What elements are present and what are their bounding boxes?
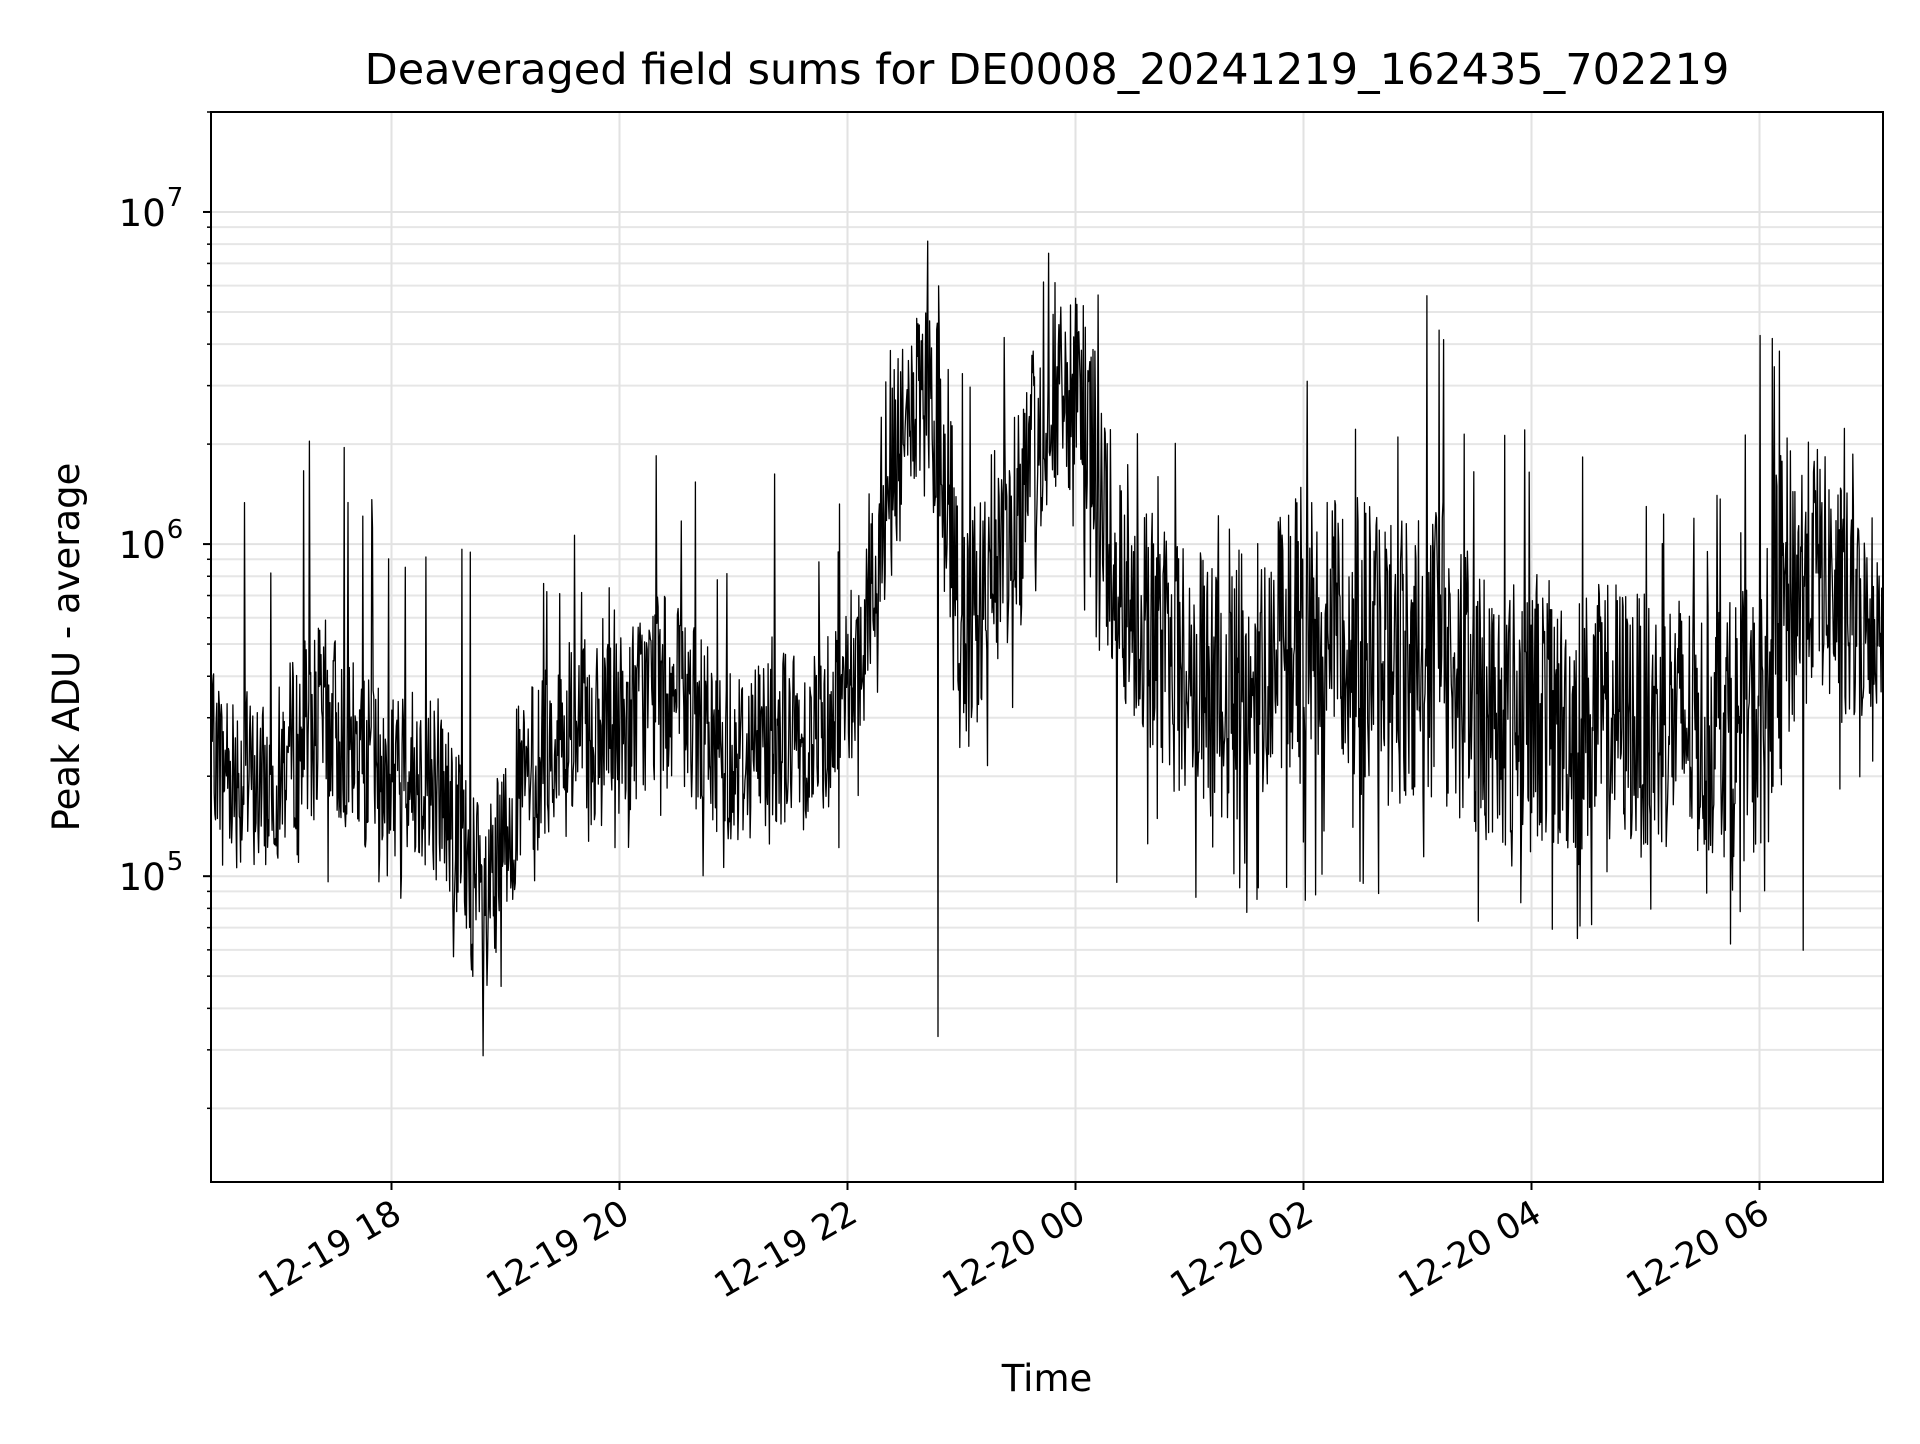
- series-line: [210, 240, 1884, 1057]
- chart-title: Deaveraged field sums for DE0008_2024121…: [365, 45, 1730, 95]
- y-tick-exponent: 5: [167, 847, 184, 877]
- y-axis-label: Peak ADU - average: [45, 463, 88, 832]
- series-layer: [210, 240, 1884, 1057]
- y-tick-exponent: 6: [167, 515, 184, 545]
- x-axis-label: Time: [1001, 1357, 1093, 1400]
- plot-frame: [210, 111, 1884, 1183]
- y-tick-exponent: 7: [167, 183, 184, 213]
